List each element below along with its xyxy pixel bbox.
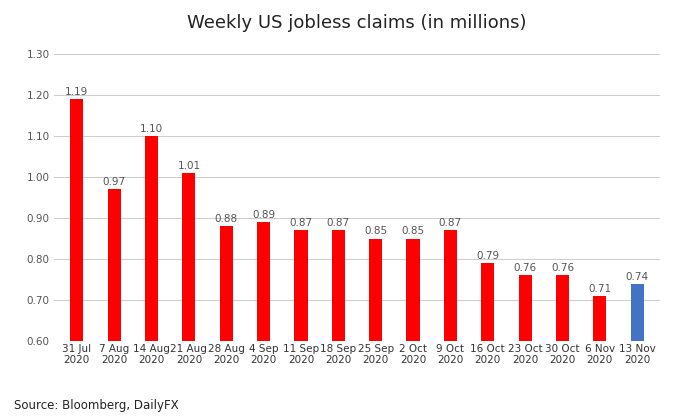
Text: 0.74: 0.74	[626, 272, 649, 282]
Title: Weekly US jobless claims (in millions): Weekly US jobless claims (in millions)	[187, 14, 527, 32]
Bar	[481, 263, 494, 416]
Bar	[369, 238, 382, 416]
Bar	[257, 222, 270, 416]
Bar	[519, 275, 532, 416]
Text: 0.89: 0.89	[252, 210, 275, 220]
Text: 0.79: 0.79	[476, 251, 499, 261]
Text: 0.97: 0.97	[103, 177, 126, 187]
Text: 0.85: 0.85	[401, 226, 424, 236]
Text: 0.76: 0.76	[551, 263, 574, 273]
Text: Source: Bloomberg, DailyFX: Source: Bloomberg, DailyFX	[14, 399, 178, 412]
Bar	[332, 230, 345, 416]
Bar	[593, 296, 607, 416]
Text: 0.85: 0.85	[364, 226, 387, 236]
Bar	[182, 173, 195, 416]
Text: 0.87: 0.87	[290, 218, 313, 228]
Text: 0.87: 0.87	[327, 218, 350, 228]
Text: 0.71: 0.71	[588, 284, 611, 294]
Bar	[107, 189, 121, 416]
Bar	[407, 238, 420, 416]
Bar	[556, 275, 569, 416]
Bar	[145, 136, 158, 416]
Bar	[444, 230, 457, 416]
Bar	[70, 99, 84, 416]
Text: 0.88: 0.88	[215, 214, 238, 224]
Bar	[630, 284, 644, 416]
Text: 1.10: 1.10	[140, 124, 163, 134]
Bar	[294, 230, 307, 416]
Text: 1.19: 1.19	[65, 87, 88, 97]
Text: 0.76: 0.76	[513, 263, 537, 273]
Text: 1.01: 1.01	[177, 161, 201, 171]
Bar	[220, 226, 233, 416]
Text: 0.87: 0.87	[439, 218, 462, 228]
